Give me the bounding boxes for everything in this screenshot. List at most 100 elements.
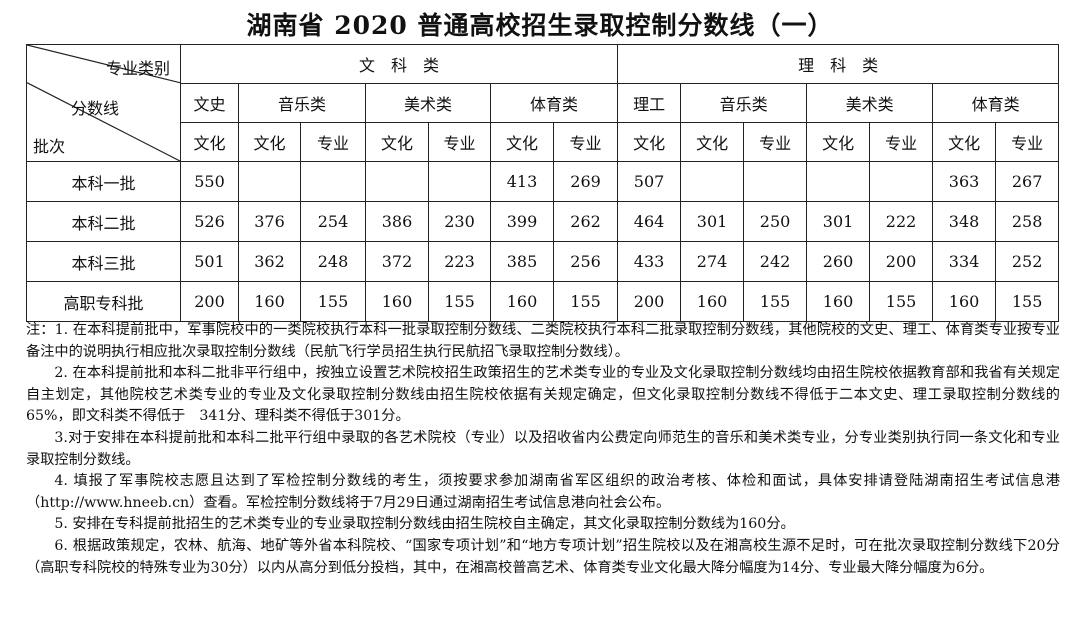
score-cell: [300, 161, 366, 202]
score-cell: [428, 161, 491, 202]
score-cell: 372: [365, 241, 429, 282]
subcol-header: 文化: [806, 122, 871, 162]
score-cell: [238, 161, 301, 202]
score-cell: 200: [617, 281, 682, 322]
score-cell: 155: [743, 281, 808, 322]
score-cell: 262: [552, 201, 619, 242]
score-cell: 433: [617, 241, 682, 282]
score-cell: 301: [680, 201, 745, 242]
subgroup-header: 音乐类: [680, 83, 808, 123]
score-cell: 376: [238, 201, 301, 242]
score-table: 专业类别 分数线 批次 文 科 类 理 科 类 文史 音乐类 美术类 体育类 理…: [26, 44, 1060, 322]
note-1: 注：1. 在本科提前批中，军事院校中的一类院校执行本科一批录取控制分数线、二类院…: [26, 322, 1060, 360]
score-cell: [806, 161, 871, 202]
score-cell: [680, 161, 745, 202]
batch-cell: 本科三批: [26, 241, 181, 282]
score-cell: 155: [300, 281, 366, 322]
subcol-header: 文化: [238, 122, 301, 162]
table-row: 高职专科批 200 160 155 160 155 160 155 200 160 155 160 15…: [26, 281, 1060, 322]
score-cell: 269: [552, 161, 619, 202]
score-cell: 248: [300, 241, 366, 282]
score-cell: 242: [743, 241, 808, 282]
score-cell: 160: [365, 281, 429, 322]
score-cell: 155: [428, 281, 491, 322]
score-cell: 200: [180, 281, 239, 322]
subgroup-header: 美术类: [365, 83, 491, 123]
note-3: 3.对于安排在本科提前批和本科二批平行组中录取的各艺术院校（专业）以及招收省内公…: [26, 429, 1060, 468]
note-2: 2. 在本科提前批和本科二批非平行组中，按独立设置艺术院校招生政策招生的艺术类专…: [26, 365, 1060, 425]
score-cell: 200: [869, 241, 934, 282]
subcol-header: 专业: [743, 122, 808, 162]
subcol-header: 专业: [552, 122, 619, 162]
score-cell: [743, 161, 808, 202]
score-cell: 267: [995, 161, 1060, 202]
subgroup-header: 美术类: [806, 83, 934, 123]
score-cell: 362: [238, 241, 301, 282]
subcol-header: 文化: [617, 122, 682, 162]
subcol-header: 专业: [995, 122, 1060, 162]
corner-category: 专业类别: [105, 59, 170, 78]
subcol-header: 文化: [680, 122, 745, 162]
subgroup-header: 体育类: [489, 83, 619, 123]
subgroup-header: 理工: [617, 83, 682, 123]
score-cell: 223: [428, 241, 491, 282]
score-cell: 260: [806, 241, 871, 282]
score-cell: 256: [552, 241, 619, 282]
batch-cell: 高职专科批: [26, 281, 181, 322]
score-cell: 385: [490, 241, 554, 282]
table-row: 本科一批 550 413 269 507 363 267: [26, 161, 1060, 202]
note-5: 5. 安排在专科提前批招生的艺术类专业的专业录取控制分数线由招生院校自主确定，其…: [54, 516, 795, 533]
group-header: 理 科 类: [617, 44, 1060, 84]
score-cell: 507: [617, 161, 682, 202]
score-cell: 155: [995, 281, 1060, 322]
subcol-header: 文化: [932, 122, 997, 162]
subgroup-header: 音乐类: [238, 83, 366, 123]
score-cell: 155: [552, 281, 619, 322]
score-cell: [365, 161, 429, 202]
score-cell: 160: [490, 281, 554, 322]
score-cell: 160: [238, 281, 301, 322]
score-cell: 501: [180, 241, 239, 282]
score-cell: 526: [180, 201, 239, 242]
subcol-header: 专业: [869, 122, 934, 162]
score-cell: 334: [932, 241, 997, 282]
score-cell: 399: [490, 201, 554, 242]
corner-header: 专业类别 分数线 批次: [26, 44, 181, 162]
score-cell: 155: [869, 281, 934, 322]
subcol-header: 文化: [490, 122, 554, 162]
score-cell: 274: [680, 241, 745, 282]
subcol-header: 文化: [365, 122, 429, 162]
subgroup-header: 体育类: [932, 83, 1060, 123]
table-row: 本科三批 501 362 248 372 223 385 256 433 274 242 260 200…: [26, 241, 1060, 282]
batch-cell: 本科二批: [26, 201, 181, 242]
corner-batch: 批次: [33, 137, 66, 156]
score-cell: 413: [490, 161, 554, 202]
score-cell: 160: [806, 281, 871, 322]
notes: 注：1. 在本科提前批中，军事院校中的一类院校执行本科一批录取控制分数线、二类院…: [26, 320, 1060, 579]
note-4: 4. 填报了军事院校志愿且达到了军检控制分数线的考生，须按要求参加湖南省军区组织…: [26, 473, 1060, 511]
note-6: 6. 根据政策规定，农林、航海、地矿等外省本科院校、“国家专项计划”和“地方专项…: [26, 537, 1060, 576]
score-cell: 348: [932, 201, 997, 242]
score-cell: 160: [932, 281, 997, 322]
score-cell: 363: [932, 161, 997, 202]
table-row: 本科二批 526 376 254 386 230 399 262 464 301 250 301 222…: [26, 201, 1060, 242]
subcol-header: 专业: [428, 122, 491, 162]
score-cell: 258: [995, 201, 1060, 242]
group-header: 文 科 类: [179, 44, 619, 84]
score-cell: [869, 161, 934, 202]
score-cell: 386: [365, 201, 429, 242]
score-cell: 254: [300, 201, 366, 242]
score-cell: 301: [806, 201, 871, 242]
subcol-header: 专业: [300, 122, 366, 162]
score-cell: 252: [995, 241, 1060, 282]
score-cell: 550: [180, 161, 239, 202]
batch-cell: 本科一批: [26, 161, 181, 202]
page-title: 湖南省 2020 普通高校招生录取控制分数线（一）: [246, 11, 834, 40]
score-cell: 222: [869, 201, 934, 242]
subgroup-header: 文史: [180, 83, 239, 123]
score-cell: 464: [617, 201, 682, 242]
subcol-header: 文化: [180, 122, 239, 162]
score-cell: 250: [743, 201, 808, 242]
corner-score: 分数线: [71, 99, 120, 118]
score-cell: 230: [428, 201, 491, 242]
